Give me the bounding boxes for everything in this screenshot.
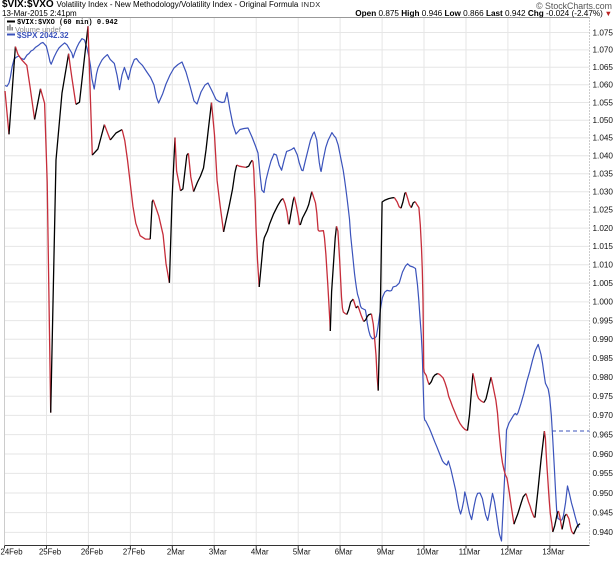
svg-text:1.045: 1.045 [593,134,614,143]
svg-text:12Mar: 12Mar [500,548,523,557]
svg-text:26Feb: 26Feb [81,548,104,557]
svg-text:1.040: 1.040 [593,152,614,161]
svg-text:25Feb: 25Feb [39,548,62,557]
svg-text:0.970: 0.970 [593,411,614,420]
svg-text:5Mar: 5Mar [293,548,311,557]
svg-text:0.975: 0.975 [593,392,614,401]
svg-text:1.055: 1.055 [593,98,614,107]
svg-text:1.015: 1.015 [593,242,614,251]
svg-text:1.070: 1.070 [593,46,614,55]
svg-text:1.035: 1.035 [593,170,614,179]
svg-text:4Mar: 4Mar [251,548,269,557]
svg-text:13Mar: 13Mar [542,548,565,557]
svg-text:0.960: 0.960 [593,450,614,459]
svg-text:1.030: 1.030 [593,188,614,197]
svg-text:1.065: 1.065 [593,63,614,72]
svg-text:0.990: 0.990 [593,335,614,344]
svg-text:1.025: 1.025 [593,206,614,215]
svg-text:1.000: 1.000 [593,298,614,307]
svg-text:1.050: 1.050 [593,116,614,125]
svg-text:0.955: 0.955 [593,469,614,478]
svg-text:10Mar: 10Mar [416,548,439,557]
svg-text:1.005: 1.005 [593,279,614,288]
svg-text:27Feb: 27Feb [123,548,146,557]
svg-text:0.940: 0.940 [593,528,614,537]
svg-text:0.985: 0.985 [593,354,614,363]
svg-text:0.995: 0.995 [593,316,614,325]
svg-text:24Feb: 24Feb [1,548,24,557]
svg-text:9Mar: 9Mar [377,548,395,557]
svg-text:0.945: 0.945 [593,508,614,517]
svg-text:6Mar: 6Mar [335,548,353,557]
svg-text:1.020: 1.020 [593,224,614,233]
svg-text:2Mar: 2Mar [167,548,185,557]
svg-text:0.950: 0.950 [593,489,614,498]
svg-text:0.965: 0.965 [593,430,614,439]
svg-text:3Mar: 3Mar [209,548,227,557]
svg-text:11Mar: 11Mar [459,548,481,557]
svg-text:1.010: 1.010 [593,261,614,270]
svg-text:1.060: 1.060 [593,81,614,90]
svg-text:0.980: 0.980 [593,373,614,382]
svg-text:1.075: 1.075 [593,28,614,37]
